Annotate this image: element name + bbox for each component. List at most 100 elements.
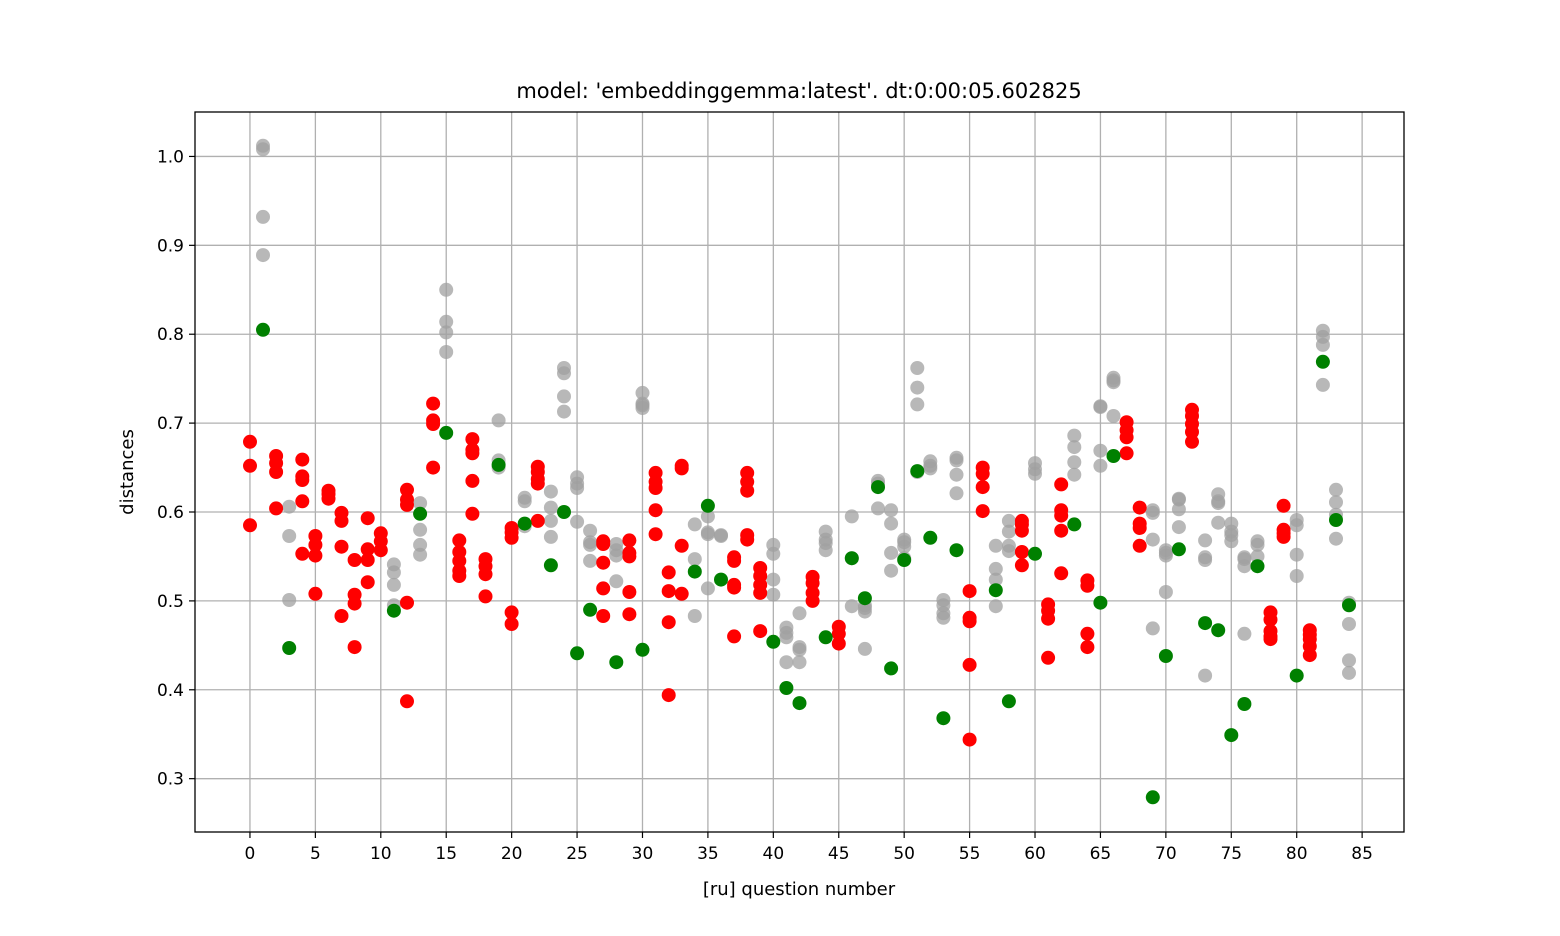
gray-point bbox=[1289, 569, 1304, 583]
gray-point bbox=[949, 453, 964, 468]
green-point bbox=[910, 464, 925, 479]
gray-point bbox=[1289, 518, 1304, 533]
gray-point bbox=[282, 593, 297, 607]
gray-point bbox=[988, 538, 1003, 553]
gray-point bbox=[700, 527, 715, 542]
gray-point bbox=[609, 548, 624, 563]
gray-point bbox=[439, 314, 454, 329]
gray-point bbox=[1250, 549, 1265, 564]
gray-point bbox=[543, 513, 558, 528]
red-point bbox=[400, 595, 414, 610]
red-point bbox=[962, 657, 977, 672]
green-point bbox=[1198, 616, 1213, 631]
gray-point bbox=[543, 484, 558, 499]
red-point bbox=[1014, 523, 1029, 538]
x-tick-label: 50 bbox=[893, 844, 915, 864]
gray-point bbox=[413, 496, 428, 511]
gray-point bbox=[1067, 428, 1082, 443]
gray-point bbox=[857, 604, 872, 619]
gray-point bbox=[557, 389, 571, 404]
x-tick-label: 15 bbox=[435, 844, 457, 864]
gray-point bbox=[635, 385, 650, 400]
y-tick-label: 1.0 bbox=[157, 147, 184, 167]
red-point bbox=[1132, 538, 1147, 553]
series-red bbox=[243, 396, 1317, 747]
green-point bbox=[491, 457, 506, 472]
gray-point bbox=[1145, 621, 1160, 636]
red-point bbox=[295, 494, 310, 509]
green-point bbox=[1237, 697, 1252, 711]
gray-point bbox=[517, 494, 532, 509]
red-point bbox=[308, 548, 323, 563]
red-point bbox=[661, 688, 676, 703]
gray-point bbox=[857, 641, 872, 656]
red-point bbox=[295, 473, 310, 487]
gray-point bbox=[439, 325, 454, 340]
red-point bbox=[347, 640, 362, 655]
red-point bbox=[1185, 434, 1199, 449]
red-point bbox=[1276, 498, 1291, 513]
red-point bbox=[622, 533, 637, 548]
gray-point bbox=[792, 655, 807, 670]
red-point bbox=[596, 609, 611, 623]
x-tick-label: 35 bbox=[697, 844, 719, 864]
gray-point bbox=[439, 282, 454, 297]
gray-point bbox=[818, 543, 833, 558]
red-point bbox=[426, 417, 441, 431]
gray-point bbox=[1250, 537, 1265, 552]
gray-point bbox=[1067, 440, 1082, 455]
x-tick-label: 10 bbox=[370, 844, 392, 864]
red-point bbox=[243, 518, 257, 533]
green-point bbox=[282, 641, 297, 655]
gray-point bbox=[1289, 547, 1304, 562]
red-point bbox=[596, 555, 611, 570]
x-tick-label: 20 bbox=[501, 844, 523, 864]
red-point bbox=[622, 585, 637, 599]
red-point bbox=[478, 589, 493, 604]
green-point bbox=[1171, 542, 1186, 557]
gray-point bbox=[1329, 482, 1343, 497]
green-point bbox=[1067, 517, 1082, 532]
green-point bbox=[543, 558, 558, 573]
red-point bbox=[1119, 430, 1134, 445]
red-point bbox=[1302, 648, 1317, 663]
red-point bbox=[661, 565, 676, 580]
red-point bbox=[596, 537, 611, 551]
x-tick-label: 80 bbox=[1286, 844, 1308, 864]
red-point bbox=[452, 569, 467, 583]
y-tick-label: 0.9 bbox=[157, 236, 184, 256]
red-point bbox=[269, 501, 284, 516]
red-point bbox=[1132, 521, 1147, 535]
gray-point bbox=[1211, 515, 1226, 530]
gray-point bbox=[988, 572, 1003, 587]
gray-point bbox=[844, 509, 859, 524]
gray-point bbox=[386, 577, 401, 592]
gray-point bbox=[884, 545, 899, 560]
gray-point bbox=[936, 610, 951, 625]
gray-point bbox=[1171, 492, 1186, 507]
red-point bbox=[805, 593, 820, 608]
gray-point bbox=[792, 606, 807, 621]
red-point bbox=[674, 586, 689, 601]
gray-point bbox=[609, 574, 624, 589]
green-point bbox=[413, 506, 428, 521]
green-point bbox=[1145, 790, 1160, 805]
red-point bbox=[1054, 523, 1069, 538]
gray-point bbox=[1315, 377, 1330, 392]
red-point bbox=[1132, 500, 1147, 515]
red-point bbox=[831, 636, 846, 651]
red-point bbox=[400, 482, 414, 497]
red-point bbox=[753, 624, 768, 639]
gray-point bbox=[1145, 532, 1160, 547]
red-point bbox=[465, 506, 480, 521]
gray-point bbox=[1001, 544, 1016, 559]
gray-point bbox=[1171, 502, 1186, 517]
green-point bbox=[557, 505, 571, 519]
y-tick-label: 0.5 bbox=[157, 592, 184, 612]
x-axis-ticks: 0 5 10 15 20 25 30 35 40 45 50 55 60 65 70 75 80 85 bbox=[245, 832, 1373, 864]
gray-point bbox=[1237, 559, 1252, 574]
gray-point bbox=[988, 561, 1003, 576]
green-point bbox=[936, 711, 951, 726]
red-point bbox=[360, 511, 375, 526]
